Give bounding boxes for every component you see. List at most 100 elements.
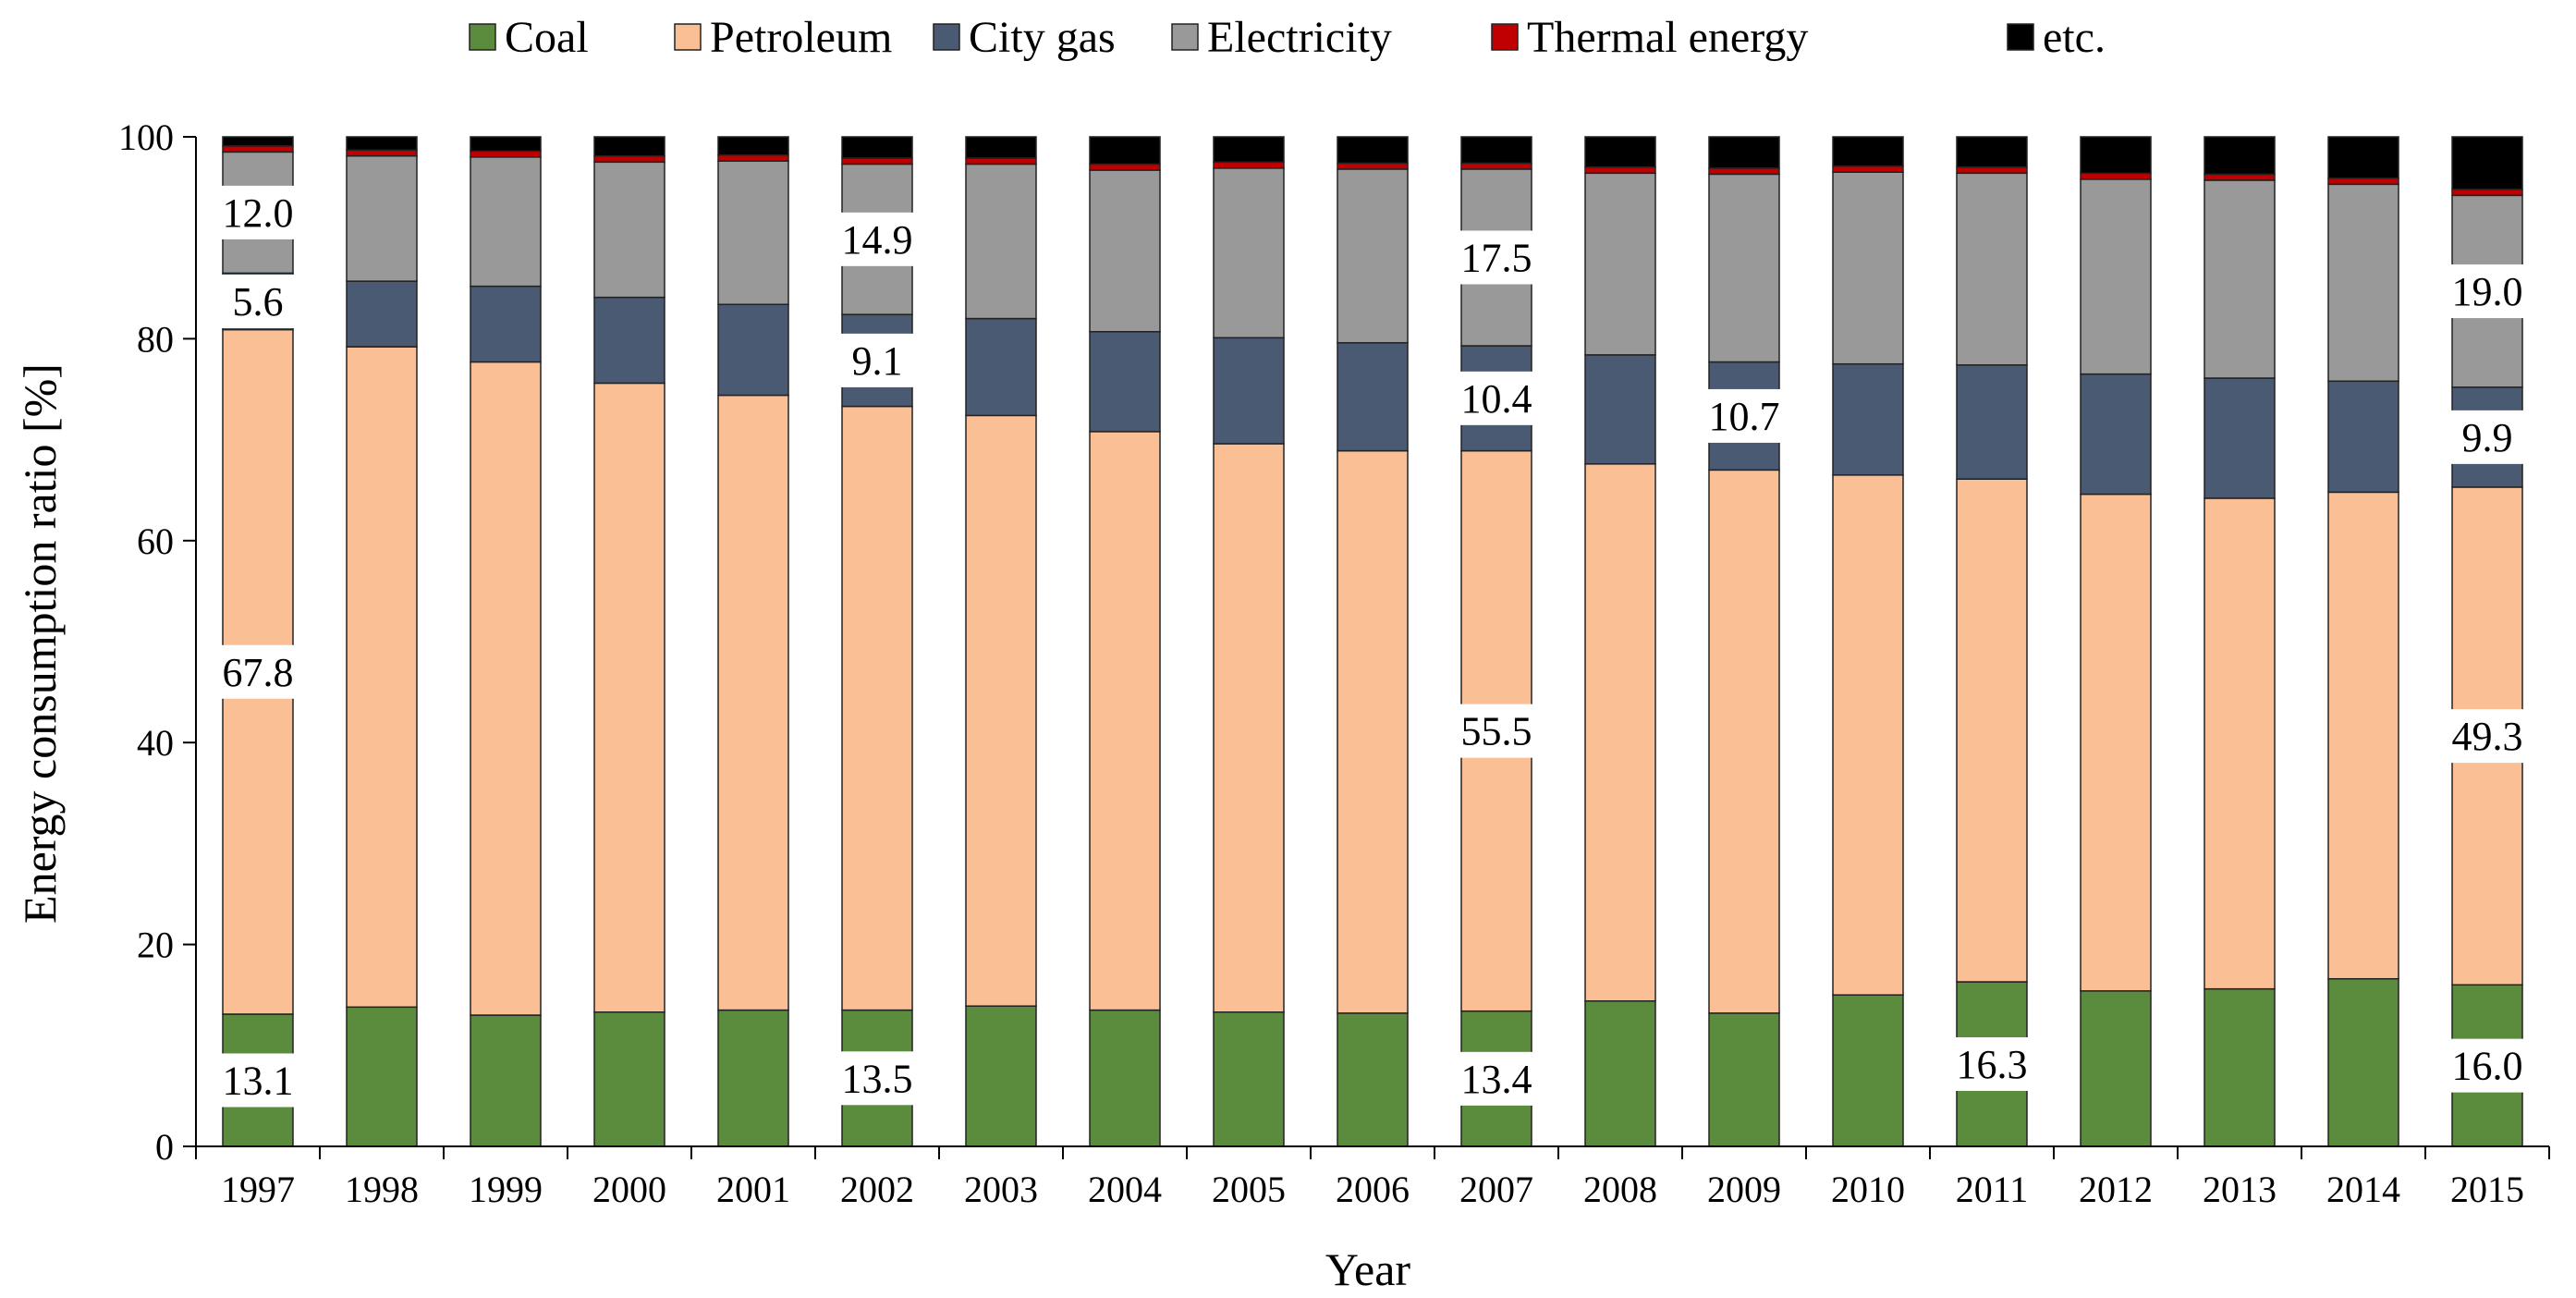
bar-thermal-energy-2001 [717, 153, 789, 162]
x-axis-title: Year [1325, 1243, 1410, 1295]
x-tick-label: 2012 [2079, 1169, 2153, 1210]
bar-thermal-energy-2003 [965, 157, 1037, 165]
bar-petroleum-2005 [1213, 443, 1285, 1013]
x-tick-label: 1999 [469, 1169, 543, 1210]
data-label-text: 9.1 [852, 338, 903, 384]
data-label-2002-city-gas: 9.1 [836, 333, 918, 387]
legend-swatch [1491, 23, 1519, 51]
x-tick-label: 2014 [2326, 1169, 2400, 1210]
bar-thermal-energy-2000 [593, 154, 665, 164]
bar-coal-2009 [1708, 1012, 1780, 1147]
bar-coal-2008 [1584, 1000, 1656, 1147]
bar-etc-2010 [1832, 136, 1904, 167]
bar-petroleum-1998 [346, 346, 418, 1009]
legend-label: etc. [2043, 13, 2106, 62]
bar-petroleum-2008 [1584, 463, 1656, 1002]
data-label-box [826, 1051, 928, 1106]
bar-thermal-energy-2011 [1956, 166, 2028, 175]
data-label-2009-city-gas: 10.7 [1693, 388, 1795, 443]
data-label-2015-electricity: 19.0 [2436, 264, 2538, 319]
bar-city-gas-2011 [1956, 364, 2028, 480]
bar-etc-2005 [1213, 136, 1285, 164]
bar-thermal-energy-2005 [1213, 161, 1285, 169]
bar-city-gas-2000 [593, 296, 665, 385]
bar-petroleum-2011 [1956, 478, 2028, 983]
bar-petroleum-2012 [2080, 493, 2152, 992]
data-label-box [217, 274, 299, 328]
y-tick-label: 60 [137, 520, 174, 562]
bar-city-gas-2004 [1089, 331, 1161, 433]
bar-city-gas-2014 [2327, 380, 2399, 494]
data-label-box [207, 1053, 309, 1108]
legend-label: Electricity [1207, 13, 1392, 62]
bar-etc-2002 [841, 136, 913, 159]
bar-electricity-2012 [2080, 178, 2152, 375]
bar-city-gas-2013 [2204, 377, 2276, 499]
data-label-2007-coal: 13.4 [1446, 1051, 1547, 1106]
bar-petroleum-2001 [717, 394, 789, 1011]
data-label-2015-coal: 16.0 [2436, 1038, 2538, 1093]
data-labels: 13.1 67.8 5.6 12.0 13.5 9.1 14.9 13.4 55.5 10.4 17… [207, 185, 2538, 1108]
legend-item-coal: Coal [469, 13, 589, 62]
bar-petroleum-2009 [1708, 469, 1780, 1014]
bar-petroleum-2002 [841, 405, 913, 1011]
bar-thermal-energy-2010 [1832, 165, 1904, 173]
legend-swatch [674, 23, 702, 51]
bar-petroleum-2003 [965, 414, 1037, 1007]
data-label-box [826, 212, 928, 266]
x-tick-label: 2005 [1212, 1169, 1286, 1210]
bar-electricity-2011 [1956, 172, 2028, 366]
x-tick-label: 2010 [1831, 1169, 1905, 1210]
bar-city-gas-2006 [1337, 342, 1409, 452]
x-tick-label: 2006 [1336, 1169, 1410, 1210]
bar-city-gas-2001 [717, 303, 789, 397]
data-label-box [207, 185, 309, 239]
data-label-text: 49.3 [2452, 714, 2523, 759]
y-tick-label: 20 [137, 925, 174, 966]
data-label-2011-coal: 16.3 [1941, 1037, 2043, 1092]
bars [222, 136, 2523, 1147]
x-tick-label: 2007 [1459, 1169, 1533, 1210]
bar-city-gas-1999 [470, 285, 542, 363]
data-label-box [1446, 1051, 1547, 1106]
data-label-1997-city-gas: 5.6 [217, 274, 299, 328]
data-label-box [1941, 1037, 2043, 1092]
bar-electricity-2000 [593, 161, 665, 299]
x-tick-label: 2002 [840, 1169, 914, 1210]
bar-coal-2004 [1089, 1009, 1161, 1147]
bar-electricity-2004 [1089, 169, 1161, 333]
data-label-text: 5.6 [233, 279, 284, 324]
bar-thermal-energy-1997 [222, 145, 294, 153]
legend-item-city-gas: City gas [933, 13, 1116, 62]
x-tick-label: 2013 [2203, 1169, 2277, 1210]
bar-thermal-energy-1999 [470, 150, 542, 158]
bar-thermal-energy-2007 [1460, 162, 1532, 170]
bar-etc-2008 [1584, 136, 1656, 168]
data-label-text: 13.4 [1461, 1057, 1532, 1102]
bar-coal-1999 [470, 1014, 542, 1147]
bar-etc-2001 [717, 136, 789, 156]
data-label-box [207, 644, 309, 699]
bar-coal-2010 [1832, 994, 1904, 1147]
bar-city-gas-2003 [965, 317, 1037, 417]
data-label-text: 9.9 [2462, 415, 2513, 460]
bar-thermal-energy-2013 [2204, 173, 2276, 181]
bar-electricity-1999 [470, 156, 542, 288]
bar-electricity-2014 [2327, 183, 2399, 383]
bar-etc-2011 [1956, 136, 2028, 168]
bar-thermal-energy-2014 [2327, 178, 2399, 186]
bar-petroleum-2013 [2204, 497, 2276, 990]
data-label-text: 10.7 [1709, 394, 1780, 439]
bar-electricity-2006 [1337, 168, 1409, 344]
x-tick-label: 2001 [716, 1169, 790, 1210]
bar-petroleum-1999 [470, 361, 542, 1016]
x-tick-label: 1997 [221, 1169, 295, 1210]
bar-thermal-energy-2009 [1708, 167, 1780, 176]
bar-etc-2013 [2204, 136, 2276, 176]
axes: 0 20 40 60 80 100 1997 1998 1999 2000 2001 2002 2003… [118, 116, 2550, 1210]
data-label-box [2436, 709, 2538, 764]
bar-etc-2009 [1708, 136, 1780, 169]
x-tick-label: 2003 [964, 1169, 1038, 1210]
data-label-box [2447, 410, 2528, 464]
